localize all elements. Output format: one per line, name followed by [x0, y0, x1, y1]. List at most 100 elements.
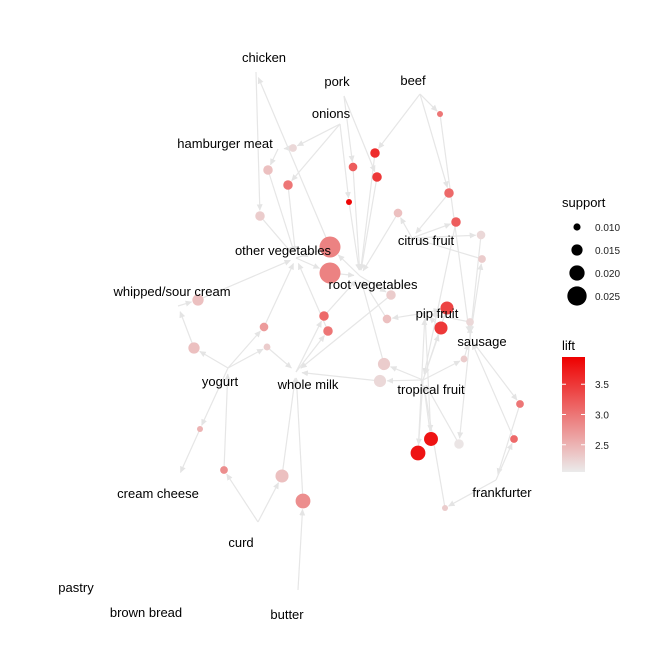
edge-tropical_fruit-to-r20 [422, 334, 440, 381]
edge-r24-to-other_vegetables [197, 259, 291, 301]
rule-node-r21 [382, 314, 392, 324]
edge-chicken-to-r1 [255, 71, 263, 211]
rule-node-r7 [370, 148, 380, 158]
item-label-chicken: chicken [242, 50, 286, 65]
edges-layer [177, 71, 521, 591]
item-label-curd: curd [228, 535, 253, 550]
item-label-pip-fruit: pip fruit [416, 306, 459, 321]
lift-legend: lift 3.5 3.0 2.5 [562, 338, 609, 472]
rule-node-r29 [323, 326, 333, 336]
edge-r38-to-yogurt [223, 373, 231, 471]
edge-r18-to-whole_milk [300, 294, 392, 369]
edge-r35-to-frankfurter [496, 403, 521, 475]
edge-hamburger_meat-to-r2 [269, 148, 279, 166]
edge-r11-to-citrus_fruit [415, 192, 450, 234]
rule-node-r35 [516, 400, 524, 408]
edge-frankfurter-to-r41 [448, 479, 497, 507]
rule-node-r4 [283, 180, 293, 190]
support-legend-title: support [562, 195, 606, 210]
edge-r1-to-other_vegetables [259, 215, 293, 254]
rule-node-r36 [510, 435, 518, 443]
rule-node-r34 [454, 439, 464, 449]
item-label-hamburger-meat: hamburger meat [177, 136, 273, 151]
item-label-citrus-fruit: citrus fruit [398, 233, 455, 248]
rule-node-r41 [442, 505, 448, 511]
edge-whipped_sour_cream-to-r24 [177, 300, 193, 307]
edge-sausage-to-r35 [469, 337, 518, 401]
edge-tropical_fruit-to-r31 [386, 377, 424, 384]
edge-beef-to-r11 [419, 93, 449, 188]
edge-r26-to-whole_milk [266, 346, 292, 369]
rule-node-r9 [346, 199, 352, 205]
item-label-cream-cheese: cream cheese [117, 486, 199, 501]
edge-curd-to-r38 [226, 473, 259, 523]
rule-node-r40 [295, 493, 311, 509]
edge-yogurt-to-r26 [227, 348, 264, 369]
support-legend-label: 0.025 [595, 292, 620, 303]
rule-node-r19 [440, 301, 454, 315]
edge-citrus_fruit-to-r12 [400, 217, 413, 239]
edge-r14-to-sausage [468, 234, 482, 333]
edge-onions-to-r9 [339, 123, 351, 199]
item-label-root-vegetables: root vegetables [329, 277, 418, 292]
edge-pip_fruit-to-r19 [424, 308, 441, 314]
rule-node-r8 [372, 172, 382, 182]
rule-node-r24 [192, 294, 204, 306]
edge-r36-to-sausage [471, 343, 515, 440]
support-legend-dot [571, 244, 583, 256]
support-legend-label: 0.010 [595, 223, 620, 234]
edge-other_vegetables-to-r17 [295, 257, 320, 269]
edge-citrus_fruit-to-r13 [411, 223, 452, 239]
edge-r39-to-whole_milk [281, 377, 298, 477]
rule-node-r22 [466, 318, 474, 326]
rule-node-r20 [434, 321, 448, 335]
edge-root_vegetables-to-r16 [337, 254, 361, 277]
lift-legend-tick-label: 3.0 [595, 411, 609, 422]
rule-node-r6 [348, 162, 358, 172]
item-label-whipped-sour-cream: whipped/sour cream [112, 284, 230, 299]
edge-r28-to-root_vegetables [323, 280, 357, 317]
item-label-sausage: sausage [457, 334, 506, 349]
item-label-yogurt: yogurt [202, 374, 239, 389]
rule-node-r25 [188, 342, 200, 354]
edge-r4-to-other_vegetables [287, 184, 298, 253]
edge-pork-to-r6 [343, 95, 355, 163]
edge-pip_fruit-to-r21 [391, 312, 426, 321]
rule-node-r27 [259, 322, 269, 332]
item-label-butter: butter [270, 607, 304, 622]
rule-node-r32 [410, 445, 426, 461]
edge-butter-to-r40 [297, 508, 306, 591]
rule-node-r17 [319, 262, 341, 284]
edge-r6-to-root_vegetables [352, 166, 363, 271]
rule-node-r11 [444, 188, 454, 198]
rule-node-r26 [263, 343, 271, 351]
edge-whole_milk-to-r29 [295, 335, 325, 373]
rule-node-r18 [386, 290, 396, 300]
edge-r31-to-whole_milk [301, 370, 381, 382]
edge-r41-to-tropical_fruit [422, 385, 446, 509]
rule-node-r28 [319, 311, 329, 321]
item-label-frankfurter: frankfurter [472, 485, 532, 500]
edge-citrus_fruit-to-r14 [411, 232, 477, 239]
edge-curd-to-r39 [257, 482, 280, 523]
support-legend-dot [573, 223, 581, 231]
edge-r32-to-pip_fruit [417, 318, 428, 454]
item-label-pastry: pastry [58, 580, 94, 595]
edge-r40-to-whole_milk [293, 377, 304, 502]
edge-yogurt-to-r37 [201, 367, 229, 426]
edge-beef-to-r7 [378, 93, 421, 149]
edge-r13-to-tropical_fruit [422, 221, 457, 375]
support-legend-label: 0.015 [595, 246, 620, 257]
edge-yogurt-to-r27 [227, 330, 261, 369]
item-label-other-vegetables: other vegetables [235, 243, 332, 258]
edge-sausage-to-r34 [457, 337, 471, 439]
rules-layer [188, 111, 524, 511]
rule-node-r33 [424, 432, 438, 446]
edge-r2-to-other_vegetables [267, 169, 296, 253]
edge-r8-to-root_vegetables [359, 176, 378, 271]
edge-r5-to-chicken [257, 77, 331, 248]
rule-node-r37 [197, 426, 203, 432]
rule-node-r1 [255, 211, 265, 221]
edge-beef-to-r10 [419, 93, 438, 112]
